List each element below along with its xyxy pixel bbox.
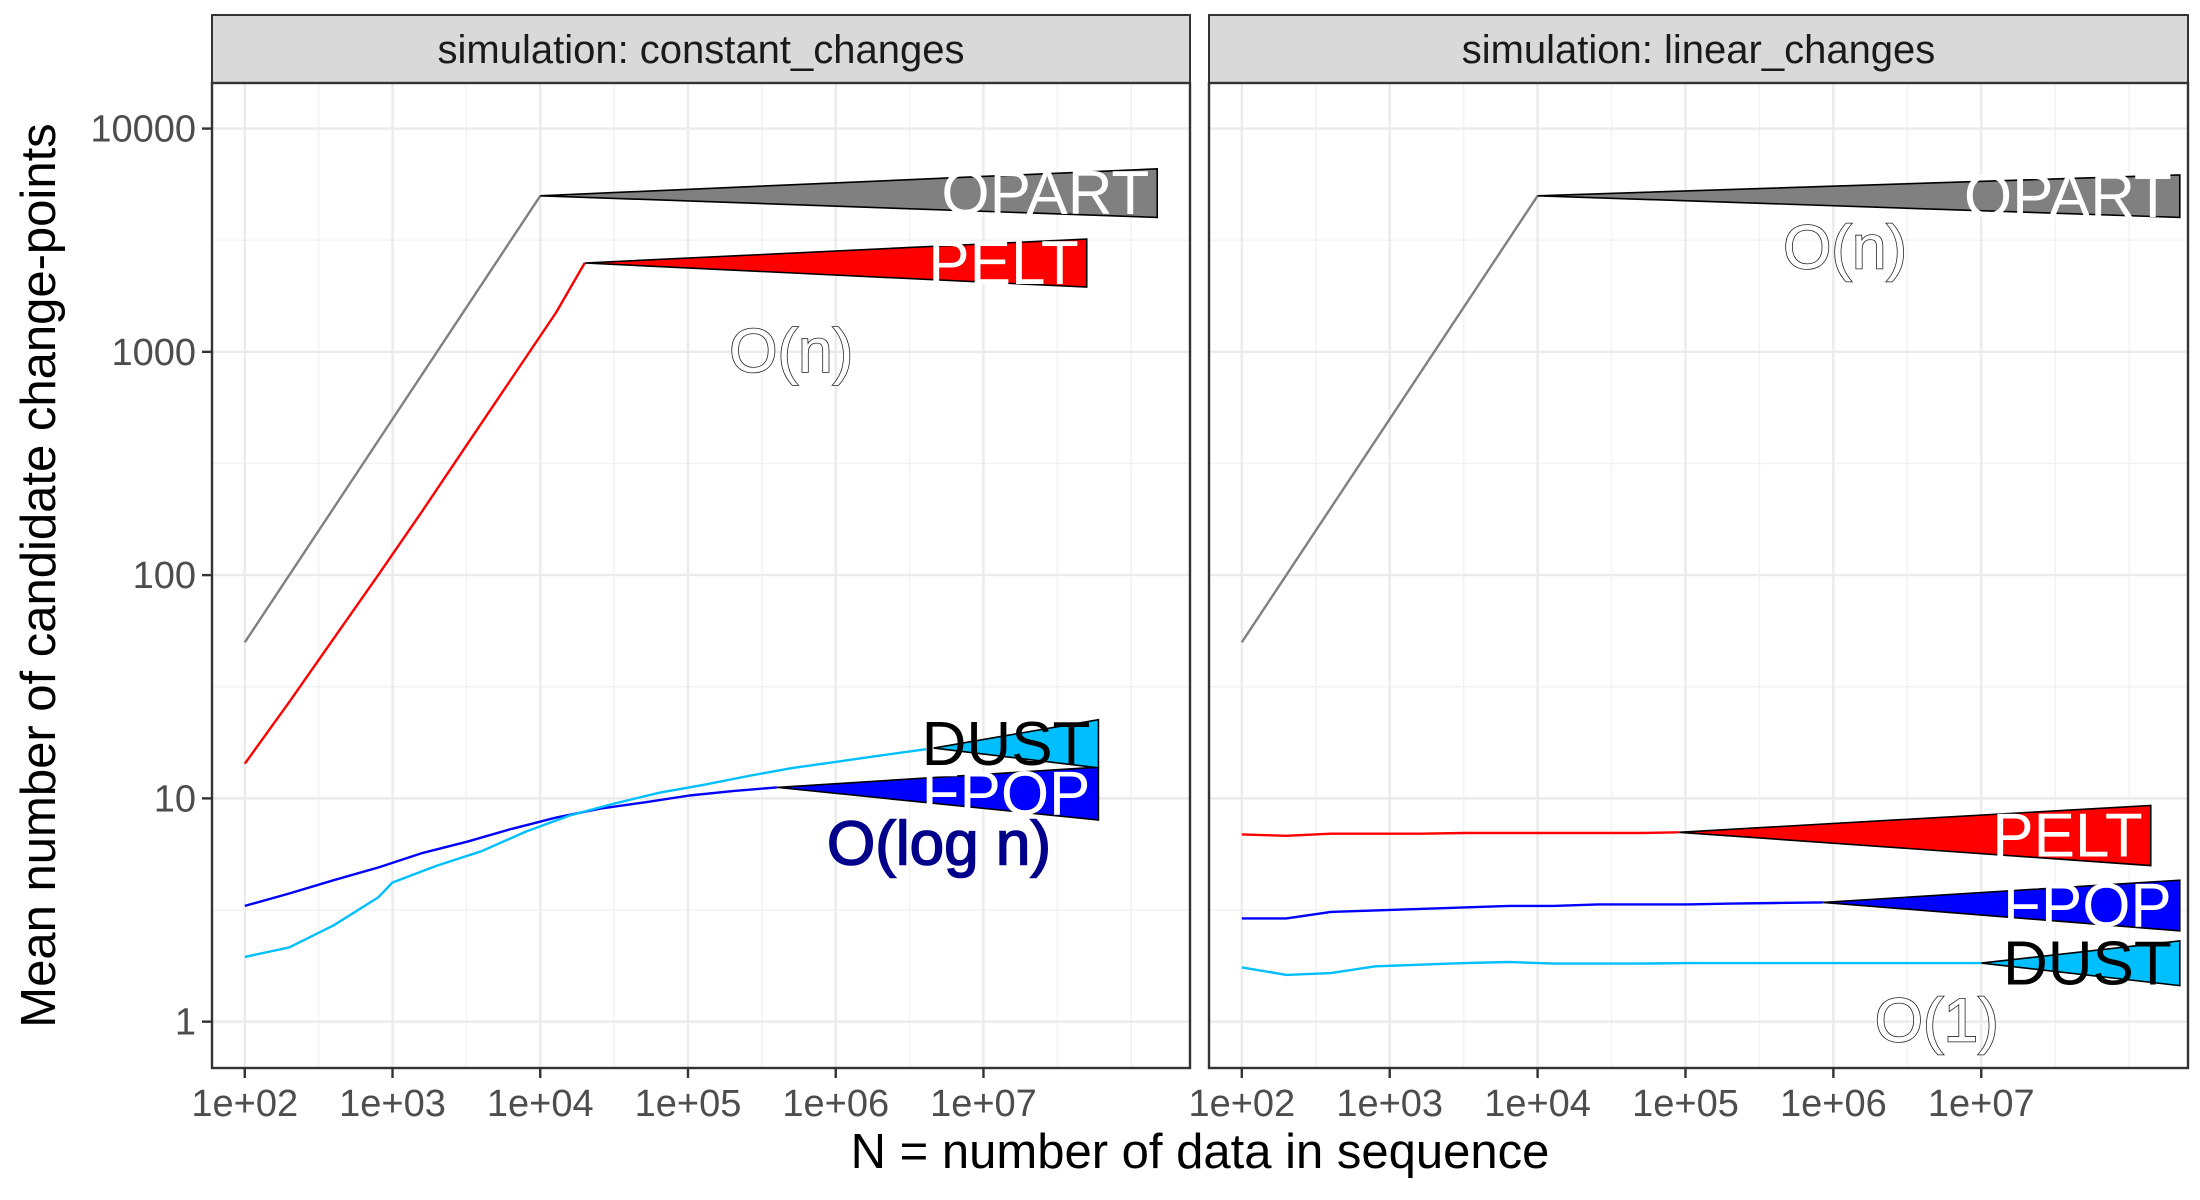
x-axis-title: N = number of data in sequence [851, 1125, 1550, 1179]
direct-label-fpop: FPOP [922, 760, 1091, 829]
x-tick-label: 1e+06 [1780, 1083, 1887, 1125]
direct-label-opart: OPART [1964, 162, 2172, 231]
facet-strip [211, 14, 1191, 84]
direct-label-flag-pelt [584, 238, 1088, 288]
series-line-dust [1241, 960, 1982, 977]
direct-label-dust: DUST [2003, 929, 2172, 998]
series-line-opart [1240, 195, 1539, 643]
facet-strip-label: simulation: constant_changes [438, 28, 965, 72]
y-tick-label: 1000 [111, 332, 196, 374]
series-line-fpop [1241, 901, 1823, 920]
x-tick-label: 1e+06 [782, 1083, 889, 1125]
x-tick-label: 1e+02 [1188, 1083, 1295, 1125]
y-axis-title: Mean number of candidate change-points [12, 123, 66, 1027]
x-tick-label: 1e+05 [635, 1083, 742, 1125]
series-line-pelt [243, 262, 586, 765]
x-tick-label: 1e+04 [487, 1083, 594, 1125]
series-line-dust [244, 748, 927, 959]
series-line-opart [243, 195, 542, 643]
x-tick-label: 1e+07 [1928, 1083, 2035, 1125]
x-tick-label: 1e+05 [1632, 1083, 1739, 1125]
x-tick-label: 1e+03 [339, 1083, 446, 1125]
x-tick-label: 1e+02 [191, 1083, 298, 1125]
x-tick-label: 1e+03 [1336, 1083, 1443, 1125]
direct-label-flag-pelt [1678, 804, 2152, 867]
direct-label-fpop: FPOP [2003, 872, 2172, 941]
direct-label-opart: OPART [941, 159, 1149, 228]
complexity-annotation: O(n) [1783, 214, 1907, 283]
facet-strip [1208, 14, 2189, 84]
direct-label-flag-opart [1537, 174, 2181, 219]
series-line-pelt [1241, 831, 1679, 837]
plot-panel-border [1207, 81, 2190, 1070]
direct-label-pelt: PELT [928, 229, 1078, 298]
y-tick-label: 1 [175, 1002, 196, 1044]
direct-label-flag-fpop [1822, 879, 2181, 932]
direct-label-flag-dust [1981, 939, 2181, 987]
complexity-annotation: O(n) [729, 317, 853, 386]
facet-strip-label: simulation: linear_changes [1462, 28, 1936, 72]
y-tick-label: 100 [133, 555, 196, 597]
series-line-fpop [244, 786, 777, 908]
complexity-annotation: O(1) [1875, 987, 1999, 1056]
y-tick-label: 10000 [90, 109, 196, 151]
y-tick-label: 10 [154, 778, 196, 820]
direct-label-flag-dust [933, 718, 1100, 769]
direct-label-flag-fpop [776, 766, 1100, 821]
direct-label-dust: DUST [922, 710, 1091, 779]
x-tick-label: 1e+07 [930, 1083, 1037, 1125]
direct-label-flag-opart [540, 168, 1159, 219]
direct-label-pelt: PELT [1992, 802, 2142, 871]
complexity-annotation: O(log n) [827, 810, 1051, 879]
x-tick-label: 1e+04 [1484, 1083, 1591, 1125]
